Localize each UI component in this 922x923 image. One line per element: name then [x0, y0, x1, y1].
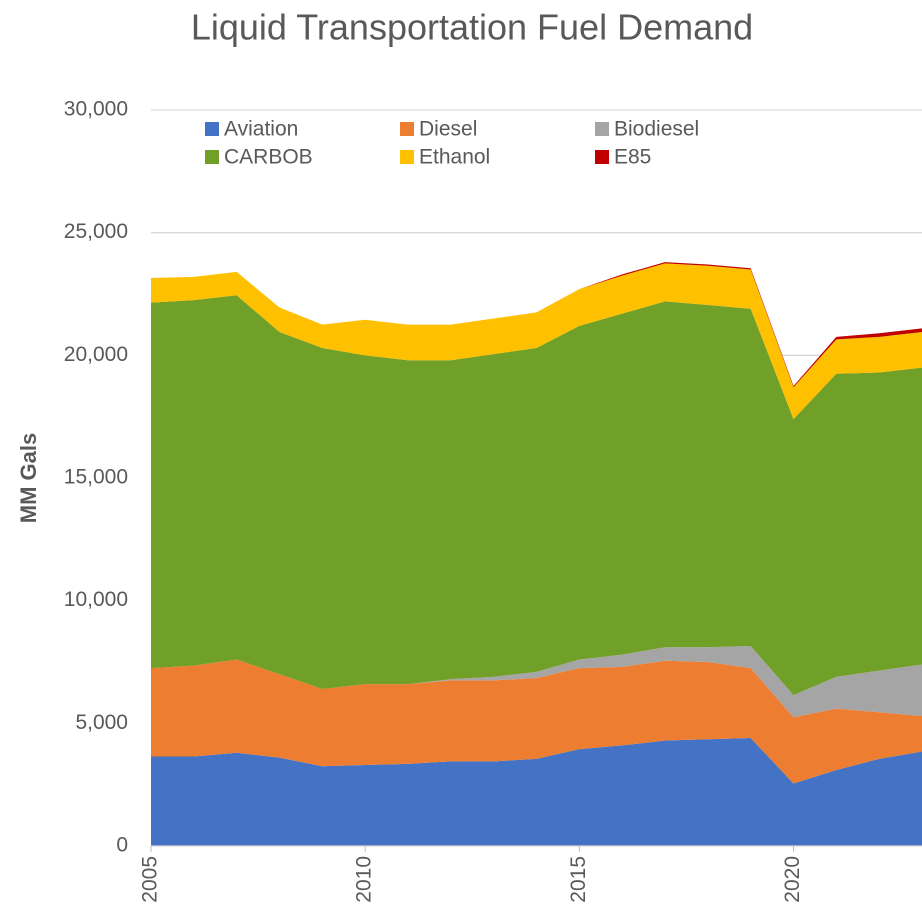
- legend-label: CARBOB: [224, 146, 313, 169]
- x-tick-label: 2005: [139, 856, 162, 903]
- y-axis-label: MM Gals: [16, 433, 41, 523]
- legend-label: Aviation: [224, 118, 298, 141]
- y-tick-label: 15,000: [64, 466, 128, 489]
- chart-title: Liquid Transportation Fuel Demand: [191, 7, 753, 48]
- y-tick-label: 20,000: [64, 343, 128, 366]
- y-tick-label: 30,000: [64, 98, 128, 121]
- y-tick-label: 5,000: [75, 711, 128, 734]
- legend-swatch: [595, 150, 609, 164]
- area: [151, 646, 922, 718]
- legend-swatch: [595, 122, 609, 136]
- y-tick-label: 0: [116, 834, 128, 857]
- legend-swatch: [400, 122, 414, 136]
- legend-swatch: [400, 150, 414, 164]
- y-tick-label: 10,000: [64, 588, 128, 611]
- legend-label: E85: [614, 146, 651, 169]
- x-tick-label: 2015: [567, 856, 590, 903]
- legend-label: Biodiesel: [614, 118, 699, 141]
- area: [151, 263, 922, 420]
- legend-swatch: [205, 122, 219, 136]
- legend-swatch: [205, 150, 219, 164]
- x-tick-label: 2020: [781, 856, 804, 903]
- area: [151, 738, 922, 846]
- y-tick-label: 25,000: [64, 220, 128, 243]
- legend-label: Ethanol: [419, 146, 490, 169]
- area: [151, 659, 922, 784]
- x-tick-label: 2010: [353, 856, 376, 903]
- area: [151, 295, 922, 696]
- legend-label: Diesel: [419, 118, 477, 141]
